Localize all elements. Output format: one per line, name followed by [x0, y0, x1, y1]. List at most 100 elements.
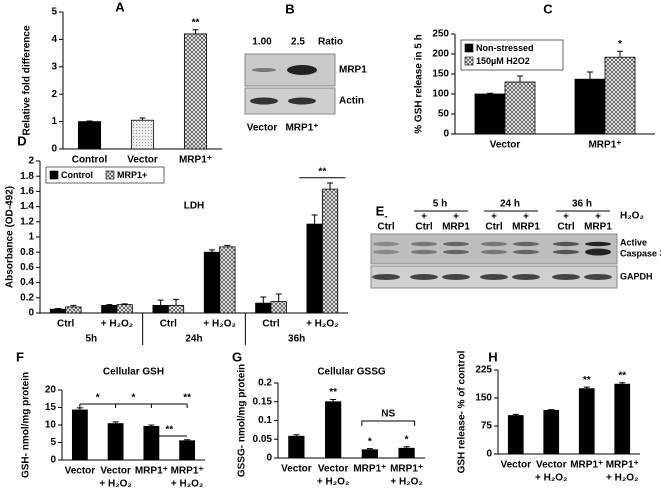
timepoint: 24 h — [500, 199, 520, 210]
bar — [179, 440, 196, 461]
y-tick-label: 225 — [475, 365, 492, 376]
error-bar — [275, 293, 282, 302]
annotation: ** — [165, 425, 173, 436]
x-tick-label: Vector — [65, 466, 96, 477]
y-axis-label: Absorbance (OD-492) — [5, 186, 16, 288]
annotation: ** — [183, 393, 191, 404]
y-tick-label: 0.1 — [258, 415, 272, 426]
band — [481, 241, 507, 247]
error-bar — [512, 413, 519, 416]
error-bar — [330, 399, 337, 402]
bar — [101, 304, 118, 314]
legend-box — [460, 39, 564, 71]
band — [443, 241, 469, 247]
y-tick-label: 0 — [266, 453, 272, 464]
error-bar — [327, 182, 334, 190]
significance: * — [618, 39, 622, 50]
y-tick-label: 0 — [28, 308, 34, 319]
error-bar — [184, 439, 191, 441]
bar — [152, 304, 169, 314]
y-tick-label: 2 — [51, 89, 57, 100]
bar — [604, 56, 636, 135]
bracket — [361, 420, 416, 426]
annotation: * — [96, 393, 100, 404]
blot — [370, 233, 618, 265]
y-axis-label: % GSH release in 5 h — [414, 34, 425, 134]
x-tick-label: + H₂O₂ — [317, 477, 350, 488]
y-tick-label: 3 — [51, 61, 57, 72]
x-tick-label: MRP1⁺ — [390, 464, 423, 475]
annotation: * — [132, 393, 136, 404]
band — [373, 249, 399, 255]
panel-letter: C — [543, 1, 553, 16]
error-bar — [192, 29, 199, 34]
x-tick-label: Control — [72, 155, 108, 166]
significance: * — [368, 436, 372, 447]
panel-letter: F — [16, 349, 24, 364]
error-bar — [54, 307, 61, 310]
bar — [219, 246, 236, 314]
band — [443, 249, 469, 255]
y-tick-label: 1.2 — [20, 216, 34, 227]
lane-label: MRP1 — [442, 222, 470, 233]
x-tick-label: MRP1⁺ — [353, 464, 386, 475]
bracket-label: NS — [381, 409, 395, 420]
bar — [321, 188, 339, 314]
bar — [578, 388, 595, 455]
treatment-sign: + — [563, 212, 569, 223]
error-bar — [112, 421, 119, 424]
error-bar — [139, 117, 146, 121]
bar — [614, 383, 631, 455]
error-bar — [587, 71, 593, 80]
band — [373, 241, 399, 247]
y-tick-label: 50 — [438, 109, 450, 120]
error-bar — [86, 120, 93, 122]
y-tick-label: 0.05 — [253, 434, 273, 445]
legend-swatch — [464, 43, 474, 53]
treatment-label: H₂O₂ — [620, 211, 644, 222]
band — [585, 241, 611, 247]
error-bar — [617, 50, 623, 58]
bar — [398, 447, 415, 459]
y-tick-label: 2 — [28, 156, 34, 167]
x-tick-label: Vector — [490, 140, 521, 151]
x-tick-label: MRP1⁺ — [179, 155, 212, 166]
bar — [71, 409, 88, 461]
panel-letter: A — [115, 0, 125, 14]
bar — [507, 415, 524, 455]
y-tick-label: 1.6 — [20, 186, 34, 197]
treatment-sign: + — [523, 212, 529, 223]
y-tick-label: 150 — [432, 69, 449, 80]
x-tick-label: MRP1⁺ — [570, 460, 603, 471]
x-tick-label: Vector — [318, 464, 349, 475]
legend-label: 150µM H2O2 — [476, 56, 530, 66]
bar — [183, 33, 208, 150]
significance: * — [405, 434, 409, 445]
error-bar — [106, 304, 113, 306]
legend-label: MRP1+ — [117, 170, 147, 180]
y-tick-label: 1 — [51, 116, 57, 127]
error-bar — [293, 434, 300, 437]
panel-letter: H — [488, 349, 497, 364]
x-tick-label: Vector — [281, 464, 312, 475]
x-tick-label: Vector — [100, 466, 131, 477]
error-bar — [548, 409, 555, 411]
error-bar — [311, 214, 318, 225]
error-bar — [366, 448, 373, 450]
y-axis-label: GSH release- % of control — [457, 350, 468, 473]
error-bar — [70, 304, 77, 307]
timepoint: 36 h — [572, 199, 592, 210]
x-tick-label: Vector — [536, 460, 567, 471]
group-label: 5h — [85, 334, 97, 345]
error-bar — [121, 303, 128, 305]
error-bar — [173, 298, 180, 306]
lane-label: MRP1 — [584, 222, 612, 233]
band — [372, 274, 400, 280]
x-tick-label: Vector — [127, 155, 158, 166]
error-bar — [224, 244, 231, 247]
y-tick-label: 1.4 — [20, 201, 34, 212]
x-tick-label: Vector — [500, 460, 531, 471]
x-tick-label: MRP1⁺ — [606, 460, 639, 471]
x-tick-label: Ctrl — [57, 319, 74, 330]
